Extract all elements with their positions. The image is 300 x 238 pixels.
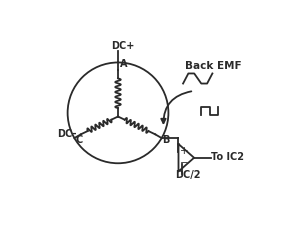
Text: B: B — [163, 135, 170, 145]
Text: DC-: DC- — [57, 129, 76, 139]
Text: DC+: DC+ — [112, 41, 135, 51]
Text: A: A — [120, 59, 127, 69]
Text: C: C — [75, 135, 82, 145]
Text: −: − — [180, 158, 189, 168]
Text: +: + — [180, 146, 189, 156]
Text: Back EMF: Back EMF — [185, 61, 242, 71]
Text: To IC2: To IC2 — [212, 152, 244, 162]
Text: DC/2: DC/2 — [175, 170, 200, 180]
